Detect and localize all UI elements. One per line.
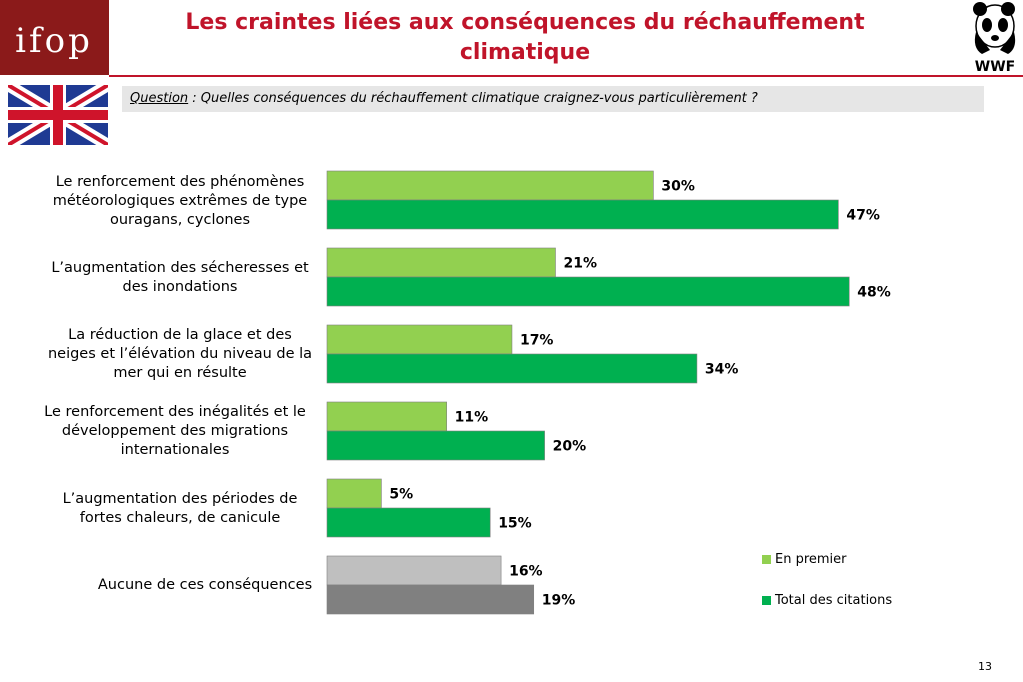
ifop-logo: ifop: [0, 0, 109, 75]
bar-en-premier-1: [326, 170, 654, 201]
question-box: Question : Quelles conséquences du récha…: [122, 86, 984, 112]
category-label-6: Aucune de ces conséquences: [97, 577, 313, 593]
bar-total-5: [326, 507, 491, 538]
bar-total-3: [326, 353, 698, 384]
question-label: Question: [130, 91, 189, 106]
category-label-3: La réduction de la glace et des neiges e…: [47, 327, 313, 381]
category-label-1: Le renforcement des phénomènes météorolo…: [52, 174, 308, 228]
legend-item-1: En premier: [762, 552, 847, 567]
page-title: Les craintes liées aux conséquences du r…: [185, 10, 865, 65]
question-text: : Quelles conséquences du réchauffement …: [188, 91, 758, 106]
data-label-total-4: 20%: [553, 439, 587, 455]
legend-swatch: [762, 596, 771, 605]
uk-flag-icon: [4, 79, 112, 151]
wwf-logo: WWF: [968, 0, 1023, 76]
panda-icon: WWF: [973, 2, 1015, 75]
data-label-en-premier-1: 30%: [661, 179, 695, 195]
data-label-en-premier-4: 11%: [455, 410, 489, 426]
bar-total-2: [326, 276, 850, 307]
wwf-logo-text: WWF: [975, 59, 1015, 75]
data-label-total-3: 34%: [705, 362, 739, 378]
data-label-en-premier-6: 16%: [509, 564, 543, 580]
data-label-total-2: 48%: [857, 285, 891, 301]
bar-en-premier-4: [326, 401, 447, 432]
data-label-total-5: 15%: [498, 516, 532, 532]
data-label-total-6: 19%: [542, 593, 576, 609]
bar-total-4: [326, 430, 545, 461]
category-label-5: L’augmentation des périodes de fortes ch…: [62, 491, 298, 526]
ifop-logo-text: ifop: [15, 21, 93, 61]
category-label-2: L’augmentation des sécheresses et des in…: [51, 260, 309, 295]
category-label-4: Le renforcement des inégalités et le dév…: [44, 404, 306, 458]
title-divider: [109, 75, 1023, 77]
data-label-en-premier-3: 17%: [520, 333, 554, 349]
bar-en-premier-3: [326, 324, 513, 355]
bar-en-premier-2: [326, 247, 556, 278]
bar-total-1: [326, 199, 839, 230]
page-number: 13: [978, 660, 992, 673]
data-label-en-premier-2: 21%: [563, 256, 597, 272]
legend-label: En premier: [775, 552, 847, 567]
bar-total-6: [326, 584, 535, 615]
legend-swatch: [762, 555, 771, 564]
data-label-en-premier-5: 5%: [389, 487, 413, 503]
ifop-logo-mark: ifop: [15, 21, 93, 61]
data-label-total-1: 47%: [846, 208, 880, 224]
legend-item-2: Total des citations: [762, 593, 892, 608]
legend-label: Total des citations: [775, 593, 893, 608]
bar-en-premier-6: [326, 555, 502, 586]
bar-en-premier-5: [326, 478, 382, 509]
